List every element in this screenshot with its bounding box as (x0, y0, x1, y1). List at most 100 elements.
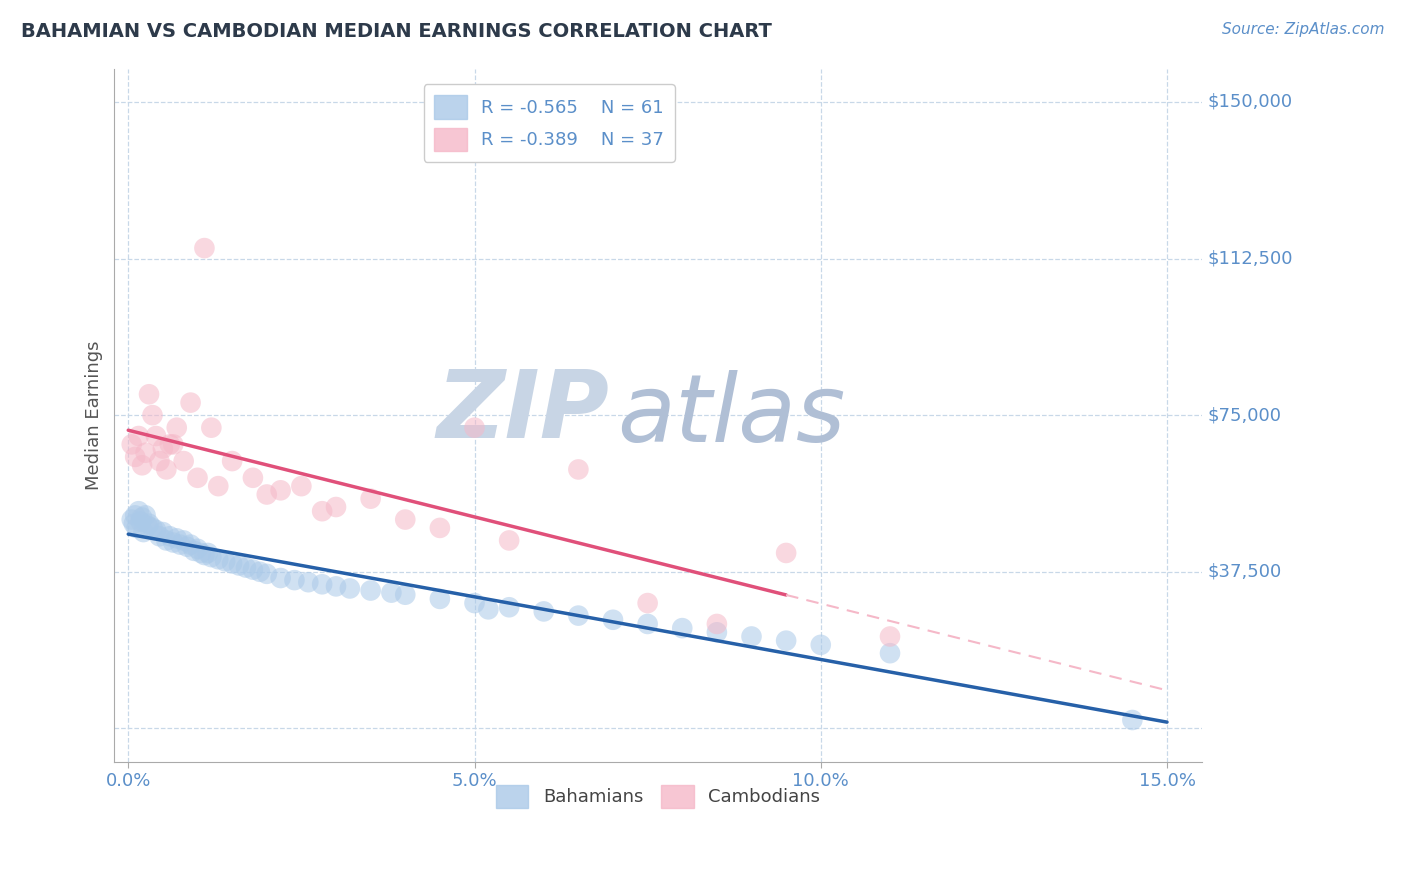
Point (775, 546, 797, 560)
Point (138, 387, 160, 401)
Point (637, 617, 659, 632)
Point (200, 420, 222, 434)
Point (270, 571, 292, 585)
Point (533, 604, 555, 618)
Point (810, 638, 832, 652)
Point (124, 450, 146, 464)
Point (166, 532, 188, 546)
Point (235, 560, 257, 574)
Text: atlas: atlas (617, 369, 845, 460)
Point (394, 588, 416, 602)
Text: Source: ZipAtlas.com: Source: ZipAtlas.com (1222, 22, 1385, 37)
Point (325, 500, 347, 514)
Point (173, 533, 195, 548)
Point (186, 541, 208, 556)
Point (429, 521, 451, 535)
Point (162, 535, 184, 549)
Point (325, 579, 347, 593)
Point (297, 575, 319, 590)
Point (879, 630, 901, 644)
Point (125, 521, 148, 535)
Point (270, 483, 292, 498)
Point (602, 613, 624, 627)
Text: ZIP: ZIP (436, 366, 609, 458)
Point (183, 544, 205, 558)
Point (121, 512, 143, 526)
Point (207, 479, 229, 493)
Point (221, 557, 243, 571)
Point (131, 510, 153, 524)
Point (148, 529, 170, 543)
Point (169, 538, 191, 552)
Point (122, 516, 145, 531)
Point (132, 525, 155, 540)
Point (671, 621, 693, 635)
Point (741, 630, 763, 644)
Point (290, 479, 312, 493)
Point (463, 596, 485, 610)
Point (190, 546, 212, 560)
Text: BAHAMIAN VS CAMBODIAN MEDIAN EARNINGS CORRELATION CHART: BAHAMIAN VS CAMBODIAN MEDIAN EARNINGS CO… (21, 22, 772, 41)
Point (155, 462, 177, 476)
Point (121, 437, 143, 451)
Point (145, 523, 167, 537)
Point (141, 408, 163, 422)
Point (162, 437, 184, 451)
Point (498, 600, 520, 615)
Point (242, 471, 264, 485)
Point (128, 429, 150, 443)
Point (176, 540, 198, 554)
Point (463, 420, 485, 434)
Point (775, 633, 797, 648)
Point (159, 437, 181, 451)
Point (429, 591, 451, 606)
Point (256, 487, 278, 501)
Point (138, 516, 160, 531)
Point (166, 420, 188, 434)
Point (135, 446, 157, 460)
Point (173, 454, 195, 468)
Text: $75,000: $75,000 (1208, 406, 1281, 425)
Y-axis label: Median Earnings: Median Earnings (86, 341, 103, 490)
Point (567, 462, 589, 476)
Point (498, 533, 520, 548)
Point (135, 508, 157, 523)
Point (152, 525, 174, 540)
Point (159, 529, 181, 543)
Point (380, 585, 402, 599)
Point (360, 583, 382, 598)
Point (141, 521, 163, 535)
Point (311, 504, 333, 518)
Point (283, 573, 305, 587)
Point (180, 538, 202, 552)
Point (207, 552, 229, 566)
Point (131, 458, 153, 473)
Point (221, 454, 243, 468)
Point (1121, 713, 1143, 727)
Text: $150,000: $150,000 (1208, 93, 1292, 111)
Point (242, 563, 264, 577)
Point (180, 395, 202, 409)
Point (360, 491, 382, 506)
Point (706, 625, 728, 640)
Point (228, 558, 250, 573)
Point (311, 577, 333, 591)
Point (706, 617, 728, 632)
Point (637, 596, 659, 610)
Point (124, 508, 146, 523)
Point (129, 515, 152, 529)
Point (128, 504, 150, 518)
Point (394, 512, 416, 526)
Legend: Bahamians, Cambodians: Bahamians, Cambodians (489, 778, 827, 815)
Point (145, 429, 167, 443)
Text: $112,500: $112,500 (1208, 250, 1292, 268)
Point (879, 646, 901, 660)
Point (186, 471, 208, 485)
Point (136, 518, 159, 533)
Point (152, 442, 174, 456)
Point (256, 566, 278, 581)
Point (249, 565, 271, 579)
Point (477, 602, 499, 616)
Text: $37,500: $37,500 (1208, 563, 1281, 581)
Point (148, 454, 170, 468)
